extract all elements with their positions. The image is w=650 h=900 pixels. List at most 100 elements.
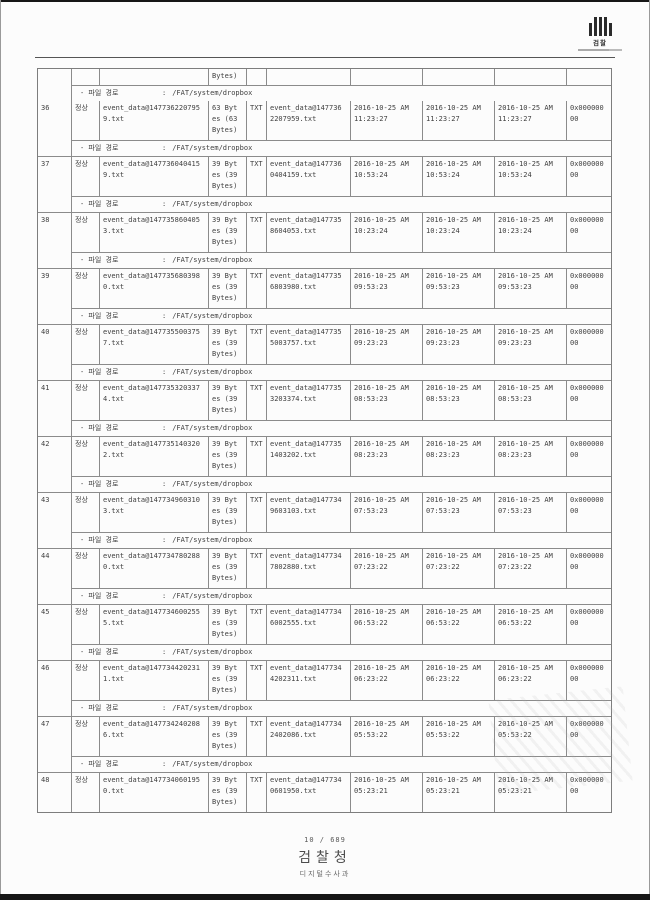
- timestamp-cell: 2016-10-25 AM 10:23:24: [495, 213, 567, 252]
- file-path-row: - 파일 경로 : /FAT/system/dropbox: [72, 644, 611, 660]
- timestamp-cell: 2016-10-25 AM 06:53:22: [495, 605, 567, 644]
- file-path-value: /FAT/system/dropbox: [172, 200, 253, 208]
- attribute-cell: 0x00000000: [570, 552, 604, 571]
- file-size-cell: 39 Bytes (39 Bytes): [209, 325, 247, 364]
- file-path-value: /FAT/system/dropbox: [172, 648, 253, 656]
- attribute-cell: 0x00000000: [570, 664, 604, 683]
- file-size-cell: 39 Bytes (39 Bytes): [209, 269, 247, 308]
- attribute-cell: 0x00000000: [570, 720, 604, 739]
- file-path-label: - 파일 경로: [80, 256, 119, 264]
- status-cell: [72, 69, 100, 85]
- file-path-separator: :: [162, 648, 167, 656]
- attribute-cell: 0x00000000: [570, 496, 604, 515]
- file-name-cell: event_data@1477356803980.txt: [100, 269, 209, 308]
- table-row: 38 정상 event_data@1477358604053.txt 39 By…: [38, 212, 611, 268]
- attribute-cell: 0x00000000: [570, 272, 604, 291]
- file-path-label: - 파일 경로: [80, 89, 119, 97]
- file-type-cell: TXT: [247, 437, 267, 476]
- file-path-separator: :: [162, 480, 167, 488]
- original-name-cell: event_data@1477362207959.txt: [267, 101, 351, 140]
- logo-caption: [578, 49, 622, 51]
- timestamp-cell: 2016-10-25 AM 10:23:24: [423, 213, 495, 252]
- original-name-cell: event_data@1477360404159.txt: [267, 157, 351, 196]
- timestamp-cell: 2016-10-25 AM 05:23:21: [351, 773, 423, 812]
- file-name-cell: [100, 69, 209, 85]
- timestamp-cell: 2016-10-25 AM 08:53:23: [423, 381, 495, 420]
- file-type-cell: TXT: [247, 381, 267, 420]
- file-size-cell: 63 Bytes (63 Bytes): [209, 101, 247, 140]
- attribute-cell: [567, 69, 613, 85]
- timestamp-cell: 2016-10-25 AM 07:53:23: [423, 493, 495, 532]
- attribute-cell: 0x00000000: [570, 216, 604, 235]
- timestamp-cell: 2016-10-25 AM 05:53:22: [351, 717, 423, 756]
- timestamp-cell: 2016-10-25 AM 09:53:23: [423, 269, 495, 308]
- file-size-cell: 39 Bytes (39 Bytes): [209, 549, 247, 588]
- file-path-row: - 파일 경로 : /FAT/system/dropbox: [72, 476, 611, 492]
- file-name-cell: event_data@1477358604053.txt: [100, 213, 209, 252]
- attribute-cell: 0x00000000: [570, 384, 604, 403]
- file-path-value: /FAT/system/dropbox: [172, 480, 253, 488]
- timestamp-cell: 2016-10-25 AM 09:53:23: [495, 269, 567, 308]
- table-row: 40 정상 event_data@1477355003757.txt 39 By…: [38, 324, 611, 380]
- status-cell: 정상: [72, 437, 100, 476]
- file-path-label: - 파일 경로: [80, 200, 119, 208]
- timestamp-cell: 2016-10-25 AM 07:23:22: [495, 549, 567, 588]
- timestamp-cell: 2016-10-25 AM 05:23:21: [423, 773, 495, 812]
- file-path-row: - 파일 경로 : /FAT/system/dropbox: [72, 196, 611, 212]
- file-path-row: - 파일 경로 : /FAT/system/dropbox: [72, 308, 611, 324]
- status-cell: 정상: [72, 493, 100, 532]
- file-path-value: /FAT/system/dropbox: [172, 144, 253, 152]
- timestamp-cell: 2016-10-25 AM 05:23:21: [495, 773, 567, 812]
- file-path-label: - 파일 경로: [80, 312, 119, 320]
- row-number-cell: 48: [38, 773, 72, 812]
- timestamp-cell: 2016-10-25 AM 08:23:23: [351, 437, 423, 476]
- file-size-cell: 39 Bytes (39 Bytes): [209, 381, 247, 420]
- timestamp-cell: 2016-10-25 AM 08:23:23: [495, 437, 567, 476]
- table-row: 43 정상 event_data@1477349603103.txt 39 By…: [38, 492, 611, 548]
- timestamp-cell: [351, 69, 423, 85]
- logo-label: 검찰: [593, 39, 607, 47]
- file-path-separator: :: [162, 760, 167, 768]
- file-path-label: - 파일 경로: [80, 760, 119, 768]
- file-path-row: - 파일 경로 : /FAT/system/dropbox: [72, 756, 611, 772]
- attribute-cell: 0x00000000: [570, 776, 604, 795]
- table-row: 48 정상 event_data@1477340601950.txt 39 By…: [38, 772, 611, 812]
- original-name-cell: event_data@1477358604053.txt: [267, 213, 351, 252]
- row-number-cell: 39: [38, 269, 72, 324]
- timestamp-cell: 2016-10-25 AM 07:53:23: [495, 493, 567, 532]
- file-path-value: /FAT/system/dropbox: [172, 424, 253, 432]
- status-cell: 정상: [72, 549, 100, 588]
- file-path-label: - 파일 경로: [80, 424, 119, 432]
- timestamp-cell: 2016-10-25 AM 11:23:27: [351, 101, 423, 140]
- logo-bars-icon: [576, 15, 624, 36]
- file-path-label: - 파일 경로: [80, 592, 119, 600]
- status-cell: 정상: [72, 101, 100, 140]
- status-cell: 정상: [72, 717, 100, 756]
- file-type-cell: TXT: [247, 717, 267, 756]
- file-path-label: - 파일 경로: [80, 648, 119, 656]
- status-cell: 정상: [72, 381, 100, 420]
- timestamp-cell: 2016-10-25 AM 07:53:23: [351, 493, 423, 532]
- row-number-cell: 36: [38, 101, 72, 156]
- timestamp-cell: 2016-10-25 AM 09:23:23: [351, 325, 423, 364]
- file-path-separator: :: [162, 200, 167, 208]
- timestamp-cell: [423, 69, 495, 85]
- timestamp-cell: 2016-10-25 AM 09:23:23: [495, 325, 567, 364]
- file-type-cell: TXT: [247, 325, 267, 364]
- status-cell: 정상: [72, 325, 100, 364]
- original-name-cell: event_data@1477349603103.txt: [267, 493, 351, 532]
- file-path-separator: :: [162, 368, 167, 376]
- file-path-label: - 파일 경로: [80, 480, 119, 488]
- timestamp-cell: 2016-10-25 AM 05:53:22: [495, 717, 567, 756]
- file-path-value: /FAT/system/dropbox: [172, 536, 253, 544]
- file-path-separator: :: [162, 536, 167, 544]
- row-number-cell: 38: [38, 213, 72, 268]
- timestamp-cell: 2016-10-25 AM 07:23:22: [423, 549, 495, 588]
- file-type-cell: TXT: [247, 549, 267, 588]
- original-name-cell: event_data@1477356803980.txt: [267, 269, 351, 308]
- file-size-cell: 39 Bytes (39 Bytes): [209, 773, 247, 812]
- status-cell: 정상: [72, 661, 100, 700]
- file-path-value: /FAT/system/dropbox: [172, 760, 253, 768]
- row-number-cell: [38, 69, 72, 101]
